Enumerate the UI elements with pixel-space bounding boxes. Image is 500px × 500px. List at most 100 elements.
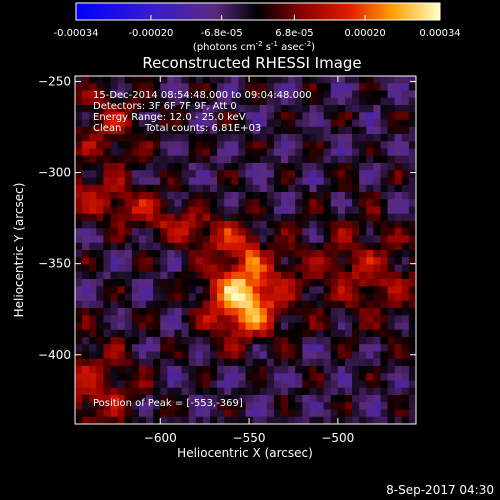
heatmap-cell [110, 199, 119, 207]
heatmap-cell [224, 271, 232, 280]
heatmap-cell [181, 83, 190, 91]
heatmap-cell [330, 184, 339, 193]
heatmap-cell [309, 90, 317, 99]
heatmap-cell [96, 315, 104, 323]
heatmap-cell [146, 279, 154, 287]
heatmap-cell [138, 380, 147, 389]
heatmap-cell [401, 358, 410, 367]
heatmap-cell [117, 279, 126, 287]
heatmap-cell [160, 250, 168, 258]
heatmap-cell [408, 351, 416, 360]
heatmap-cell [124, 242, 133, 251]
heatmap-cell [259, 177, 268, 186]
heatmap-cell [238, 387, 246, 396]
heatmap-cell [380, 235, 388, 244]
heatmap-cell [245, 192, 253, 200]
heatmap-cell [387, 192, 396, 200]
heatmap-cell [245, 155, 253, 164]
heatmap-cell [273, 300, 282, 309]
heatmap-cell [103, 279, 111, 287]
heatmap-cell [302, 315, 310, 323]
heatmap-cell [352, 206, 360, 215]
heatmap-cell [181, 351, 190, 360]
heatmap-cell [131, 228, 140, 236]
heatmap-cell [330, 83, 339, 91]
heatmap-cell [217, 177, 225, 186]
heatmap-cell [160, 221, 168, 229]
heatmap-cell [302, 126, 310, 135]
heatmap-cell [75, 192, 83, 200]
heatmap-cell [352, 235, 360, 244]
heatmap-cell [352, 366, 360, 374]
heatmap-cell [359, 242, 367, 251]
heatmap-cell [245, 257, 253, 265]
heatmap-cell [167, 329, 175, 338]
heatmap-cell [195, 163, 204, 171]
heatmap-cell [281, 366, 289, 374]
heatmap-cell [188, 76, 197, 84]
heatmap-cell [394, 213, 403, 222]
heatmap-cell [359, 170, 367, 178]
heatmap-cell [387, 141, 396, 149]
heatmap-cell [224, 322, 232, 331]
heatmap-cell [103, 206, 111, 215]
heatmap-cell [224, 242, 232, 251]
heatmap-cell [195, 83, 204, 91]
heatmap-cell [146, 206, 154, 215]
heatmap-cell [337, 134, 346, 142]
heatmap-cell [231, 329, 239, 338]
heatmap-cell [103, 387, 111, 396]
heatmap-cell [181, 409, 190, 418]
heatmap-cell [124, 90, 133, 99]
heatmap-cell [96, 126, 104, 135]
heatmap-cell [387, 250, 396, 258]
heatmap-cell [103, 300, 111, 309]
heatmap-cell [323, 199, 332, 207]
heatmap-cell [259, 387, 268, 396]
heatmap-cell [82, 264, 90, 273]
heatmap-cell [224, 300, 232, 309]
heatmap-cell [273, 373, 282, 381]
heatmap-cell [146, 395, 154, 403]
heatmap-cell [273, 329, 282, 338]
heatmap-cell [146, 293, 154, 302]
heatmap-cell [110, 235, 119, 244]
heatmap-cell [295, 402, 303, 410]
heatmap-cell [401, 206, 410, 215]
heatmap-cell [202, 416, 211, 424]
heatmap-cell [401, 293, 410, 302]
heatmap-cell [344, 308, 353, 316]
heatmap-cell [110, 380, 119, 389]
heatmap-cell [181, 322, 190, 331]
heatmap-cell [174, 242, 182, 251]
heatmap-cell [344, 380, 353, 389]
heatmap-cell [359, 105, 367, 113]
heatmap-cell [330, 308, 339, 316]
heatmap-cell [82, 337, 90, 345]
heatmap-cell [110, 271, 119, 280]
heatmap-cell [217, 337, 225, 345]
heatmap-cell [309, 126, 317, 135]
heatmap-cell [408, 329, 416, 338]
heatmap-cell [160, 387, 168, 396]
heatmap-cell [259, 344, 268, 352]
heatmap-cell [238, 257, 246, 265]
heatmap-cell [266, 373, 275, 381]
heatmap-cell [96, 395, 104, 403]
heatmap-cell [344, 409, 353, 418]
heatmap-cell [323, 97, 332, 106]
heatmap-cell [231, 395, 239, 403]
heatmap-cell [387, 416, 396, 424]
heatmap-cell [366, 141, 374, 149]
heatmap-cell [110, 112, 119, 120]
heatmap-cell [366, 163, 374, 171]
heatmap-cell [160, 257, 168, 265]
heatmap-cell [103, 351, 111, 360]
heatmap-cell [366, 329, 374, 338]
heatmap-cell [323, 192, 332, 200]
heatmap-cell [181, 402, 190, 410]
heatmap-cell [117, 409, 126, 418]
heatmap-cell [75, 76, 83, 84]
heatmap-cell [146, 344, 154, 352]
heatmap-cell [75, 97, 83, 106]
